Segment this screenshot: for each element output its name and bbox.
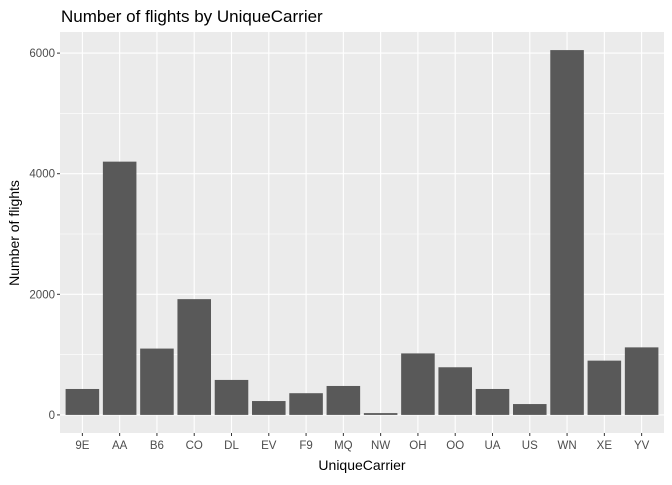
bars (65, 50, 659, 415)
x-tick-label: US (522, 440, 538, 452)
bar-ev (252, 401, 286, 415)
axes: 0 2000 4000 6000 9E AA B6 CO DL EV F9 MQ NW OH OO UA US W… (29, 48, 649, 452)
bar-co (177, 299, 211, 415)
x-axis-title: UniqueCarrier (318, 457, 405, 473)
bar-b6 (140, 348, 174, 415)
x-tick-label: UA (485, 440, 501, 452)
y-tick-label: 4000 (29, 169, 55, 181)
x-tick-label: OH (409, 440, 426, 452)
x-tick-label: B6 (150, 440, 164, 452)
bar-9e (65, 388, 100, 415)
bar-aa (102, 161, 137, 415)
x-tick-label: NW (371, 440, 390, 452)
x-tick-label: CO (186, 440, 203, 452)
x-tick-label: 9E (75, 440, 89, 452)
x-tick-label: WN (557, 440, 576, 452)
x-tick-label: YV (634, 440, 650, 452)
y-tick-label: 6000 (29, 48, 55, 60)
x-tick-label: F9 (299, 440, 312, 452)
x-tick-label: DL (224, 440, 239, 452)
x-tick-label: EV (261, 440, 277, 452)
y-axis-title: Number of flights (6, 180, 22, 286)
y-tick-label: 0 (49, 410, 55, 422)
bar-oh (401, 353, 435, 415)
bar-f9 (289, 393, 323, 415)
x-tick-label: MQ (334, 440, 353, 452)
bar-wn (550, 50, 584, 415)
bar-nw (363, 413, 398, 415)
bar-oo (438, 367, 472, 415)
bar-ua (475, 388, 510, 415)
bar-mq (326, 385, 361, 415)
y-tick-label: 2000 (29, 289, 55, 301)
x-tick-label: AA (112, 440, 128, 452)
bar-dl (214, 379, 249, 415)
bar-us (513, 404, 547, 415)
bar-xe (587, 360, 622, 415)
chart-title: Number of flights by UniqueCarrier (61, 7, 323, 26)
bar-yv (624, 347, 659, 415)
x-tick-label: XE (597, 440, 613, 452)
x-tick-label: OO (446, 440, 464, 452)
